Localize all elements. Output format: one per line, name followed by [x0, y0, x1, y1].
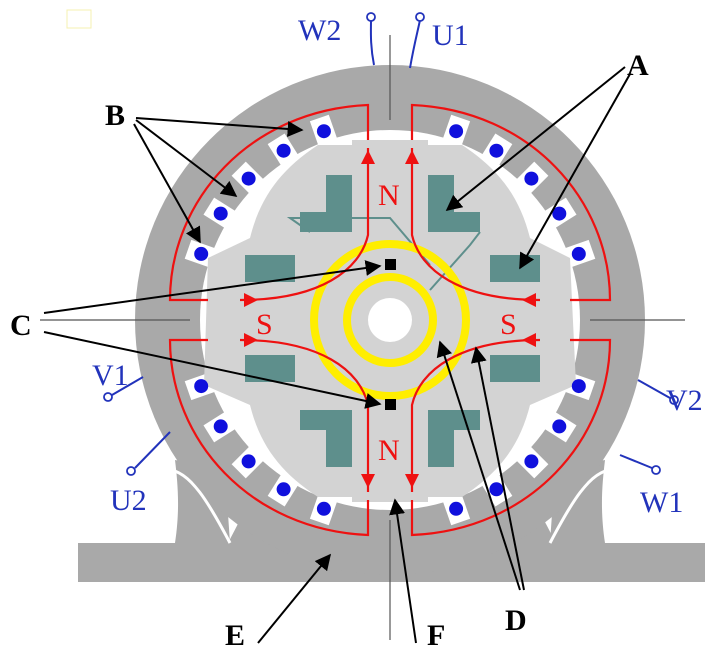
conductor-dot: [449, 124, 464, 139]
terminal-label-w1: W1: [640, 486, 683, 519]
conductor-dot: [449, 501, 464, 516]
callout-label-b: B: [105, 99, 125, 132]
callout-label-c: C: [10, 309, 32, 342]
conductor-dot: [213, 419, 228, 434]
field-connection-wires: [286, 217, 481, 421]
conductor-dot: [213, 206, 228, 221]
terminal-points: [103, 12, 679, 476]
terminal-label-w2: W2: [298, 14, 341, 47]
pole-bottom: [352, 440, 428, 502]
conductor-dot: [524, 171, 539, 186]
terminal-label-u2: U2: [110, 484, 147, 517]
axis-lines: [40, 35, 685, 640]
terminal-label-v2: V2: [666, 384, 703, 417]
pole-label-north-top: N: [378, 179, 400, 212]
conductor-dot: [552, 206, 567, 221]
callout-label-e: E: [225, 619, 245, 652]
callout-arrows: [43, 66, 631, 644]
field-winding-left-bottom: [245, 355, 295, 382]
flux-lines: [168, 103, 612, 537]
callout-label-d: D: [505, 604, 527, 637]
slip-ring-inner: [343, 273, 437, 367]
terminal-label-u1: U1: [432, 19, 469, 52]
conductor-dot: [524, 454, 539, 469]
slip-ring-outer: [310, 240, 470, 400]
pole-label-south-right: S: [500, 308, 517, 341]
conductor-dot: [241, 171, 256, 186]
pole-label-north-bottom: N: [378, 434, 400, 467]
conductor-dot: [571, 379, 586, 394]
conductor-dot: [571, 246, 586, 261]
conductor-dot: [276, 482, 291, 497]
pole-top: [352, 140, 428, 200]
foot-arch-right: [548, 468, 613, 544]
terminal-label-v1: V1: [92, 359, 129, 392]
conductor-dot: [316, 124, 331, 139]
brush-bottom: [385, 399, 396, 410]
terminal-leads: [111, 19, 671, 469]
conductor-dot: [241, 454, 256, 469]
shaft: [368, 298, 412, 342]
pole-label-south-left: S: [256, 308, 273, 341]
conductor-dot: [552, 419, 567, 434]
conductor-dot: [489, 482, 504, 497]
stator-conductors: [194, 124, 586, 516]
field-winding-right-top: [490, 255, 540, 282]
brush-top: [385, 259, 396, 270]
conductor-dot: [316, 501, 331, 516]
field-winding-left-top: [245, 255, 295, 282]
foot-arch-left: [167, 468, 232, 544]
field-winding-right-bottom: [490, 355, 540, 382]
conductor-dot: [276, 143, 291, 158]
field-winding-bottom-left: [300, 410, 352, 467]
callout-label-a: A: [627, 49, 649, 82]
conductor-dot: [489, 143, 504, 158]
conductor-dot: [194, 246, 209, 261]
conductor-dot: [194, 379, 209, 394]
flux-arrows: [244, 150, 536, 488]
callout-label-f: F: [427, 619, 445, 652]
